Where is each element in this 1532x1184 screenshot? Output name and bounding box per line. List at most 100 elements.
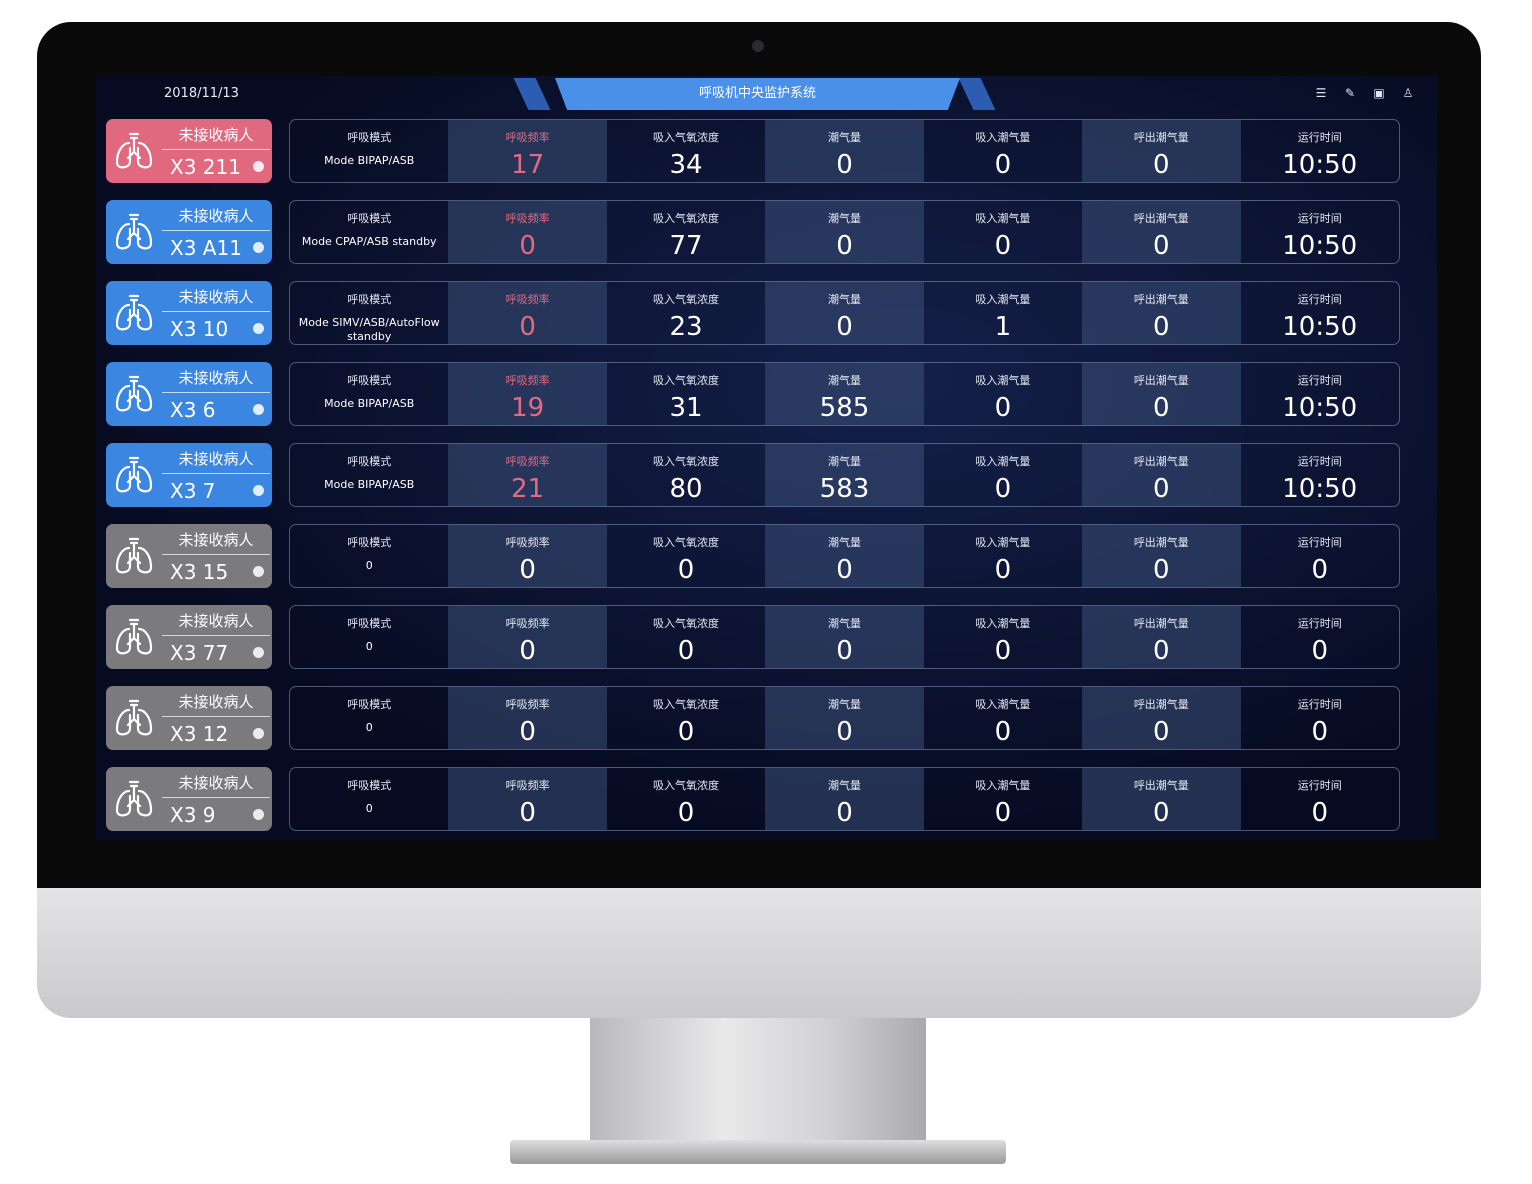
metric-label: 呼吸频率: [505, 455, 550, 468]
bed-number: X3 77: [170, 641, 229, 665]
bed-card[interactable]: 未接收病人 X3 211: [106, 119, 272, 183]
metric-label: 吸入潮气量: [975, 212, 1031, 225]
toolbar: ☰ ✎ ▣ ♙: [1314, 86, 1415, 100]
cell-mode: 呼吸模式 0: [290, 768, 448, 830]
metric-label: 呼吸频率: [505, 617, 550, 630]
metric-label: 运行时间: [1297, 455, 1342, 468]
cell-metric: 吸入气氧浓度 0: [607, 768, 765, 830]
metric-value: 10:50: [1282, 393, 1358, 423]
metric-value: 0: [519, 312, 536, 342]
metric-value: 0: [677, 717, 695, 747]
patient-status: 未接收病人: [178, 612, 254, 630]
edit-icon[interactable]: [253, 242, 264, 253]
metric-value: 0: [836, 150, 853, 180]
vitals-table: 呼吸模式 Mode CPAP/ASB standby 呼吸频率 0 吸入气氧浓度 77 潮气…: [289, 200, 1400, 264]
cell-metric: 吸入潮气量 0: [924, 444, 1082, 506]
metric-value: 80: [669, 474, 703, 504]
cell-metric: 潮气量 0: [765, 201, 924, 263]
edit-icon[interactable]: [253, 566, 264, 577]
cell-metric: 潮气量 0: [765, 687, 924, 749]
metric-value: 0: [677, 798, 695, 828]
ventilator-row: 未接收病人 X3 9 呼吸模式 0 呼吸频率 0 吸入气氧浓度 0 潮气量 0 吸入潮气量 0 呼出…: [106, 767, 1400, 831]
metric-label: 潮气量: [827, 293, 861, 306]
ventilator-row: 未接收病人 X3 12 呼吸模式 0 呼吸频率 0 吸入气氧浓度 0 潮气量 0 吸入潮气量 0 呼…: [106, 686, 1400, 750]
metric-label: 呼出潮气量: [1133, 536, 1189, 549]
layout-icon[interactable]: ▣: [1373, 86, 1385, 100]
metric-label: 吸入潮气量: [975, 131, 1031, 144]
edit-icon[interactable]: [253, 647, 264, 658]
metric-label: 潮气量: [827, 698, 861, 711]
metric-value: 0: [519, 636, 536, 666]
metric-label: 吸入潮气量: [975, 374, 1031, 387]
metric-label: 呼出潮气量: [1133, 212, 1189, 225]
metric-value: 0: [836, 717, 853, 747]
edit-icon[interactable]: [253, 404, 264, 415]
metric-value: 0: [1153, 393, 1170, 423]
patient-status: 未接收病人: [178, 531, 254, 549]
metric-value: 10:50: [1282, 474, 1358, 504]
bed-card[interactable]: 未接收病人 X3 7: [106, 443, 272, 507]
label: 呼吸模式: [347, 131, 392, 144]
cell-metric: 呼出潮气量 0: [1082, 444, 1241, 506]
bed-number: X3 7: [170, 479, 216, 503]
cell-metric: 呼出潮气量 0: [1082, 525, 1241, 587]
metric-value: 0: [1153, 717, 1170, 747]
bed-card[interactable]: 未接收病人 X3 12: [106, 686, 272, 750]
label: 呼吸模式: [347, 536, 392, 549]
cell-metric: 吸入潮气量 0: [924, 525, 1082, 587]
metric-value: 0: [1153, 231, 1170, 261]
metric-value: 19: [511, 393, 545, 423]
bed-card[interactable]: 未接收病人 X3 15: [106, 524, 272, 588]
page-title: 呼吸机中央监护系统: [555, 78, 960, 110]
ventilator-row: 未接收病人 X3 7 呼吸模式 Mode BIPAP/ASB 呼吸频率 21 吸入气氧浓…: [106, 443, 1400, 507]
edit-icon[interactable]: ✎: [1344, 86, 1356, 100]
bed-card[interactable]: 未接收病人 X3 77: [106, 605, 272, 669]
lung-icon: [112, 615, 156, 659]
metric-value: 0: [677, 555, 695, 585]
mode-value: Mode BIPAP/ASB: [324, 154, 415, 167]
metric-value: 583: [819, 474, 870, 504]
patient-status: 未接收病人: [178, 369, 254, 387]
cell-metric: 运行时间 0: [1241, 687, 1399, 749]
list-icon[interactable]: ☰: [1315, 86, 1327, 100]
edit-icon[interactable]: [253, 485, 264, 496]
metric-value: 77: [669, 231, 703, 261]
cell-metric: 呼出潮气量 0: [1082, 363, 1241, 425]
edit-icon[interactable]: [253, 728, 264, 739]
metric-value: 0: [1311, 798, 1329, 828]
divider: [162, 473, 270, 474]
divider: [162, 635, 270, 636]
mode-value: Mode BIPAP/ASB: [324, 397, 415, 410]
ventilator-row: 未接收病人 X3 211 呼吸模式 Mode BIPAP/ASB 呼吸频率 17 吸入气…: [106, 119, 1400, 183]
metric-label: 吸入气氧浓度: [653, 779, 720, 792]
bed-card[interactable]: 未接收病人 X3 6: [106, 362, 272, 426]
metric-label: 吸入气氧浓度: [653, 536, 720, 549]
vitals-table: 呼吸模式 0 呼吸频率 0 吸入气氧浓度 0 潮气量 0 吸入潮气量 0 呼出潮气量 0 运行时间 0: [289, 767, 1400, 831]
cell-mode: 呼吸模式 0: [290, 606, 448, 668]
bed-number: X3 10: [170, 317, 229, 341]
cell-metric: 吸入气氧浓度 0: [607, 606, 765, 668]
metric-value: 585: [819, 393, 870, 423]
bed-card[interactable]: 未接收病人 X3 A11: [106, 200, 272, 264]
metric-value: 34: [669, 150, 703, 180]
metric-label: 呼出潮气量: [1133, 455, 1189, 468]
edit-icon[interactable]: [253, 323, 264, 334]
edit-icon[interactable]: [253, 809, 264, 820]
cell-metric: 吸入潮气量 0: [924, 201, 1082, 263]
cell-metric: 呼吸频率 0: [448, 606, 607, 668]
metric-value: 1: [994, 312, 1012, 342]
metric-value: 0: [1153, 150, 1170, 180]
patient-status: 未接收病人: [178, 126, 254, 144]
cell-metric: 吸入潮气量 0: [924, 363, 1082, 425]
metric-label: 运行时间: [1297, 617, 1342, 630]
edit-icon[interactable]: [253, 161, 264, 172]
metric-label: 运行时间: [1297, 293, 1342, 306]
metric-label: 呼吸频率: [505, 374, 550, 387]
bed-card[interactable]: 未接收病人 X3 9: [106, 767, 272, 831]
mode-value: 0: [365, 559, 373, 572]
metric-label: 呼吸频率: [505, 698, 550, 711]
bed-card[interactable]: 未接收病人 X3 10: [106, 281, 272, 345]
metric-value: 0: [519, 717, 536, 747]
user-icon[interactable]: ♙: [1402, 86, 1414, 100]
metric-label: 呼吸频率: [505, 293, 550, 306]
